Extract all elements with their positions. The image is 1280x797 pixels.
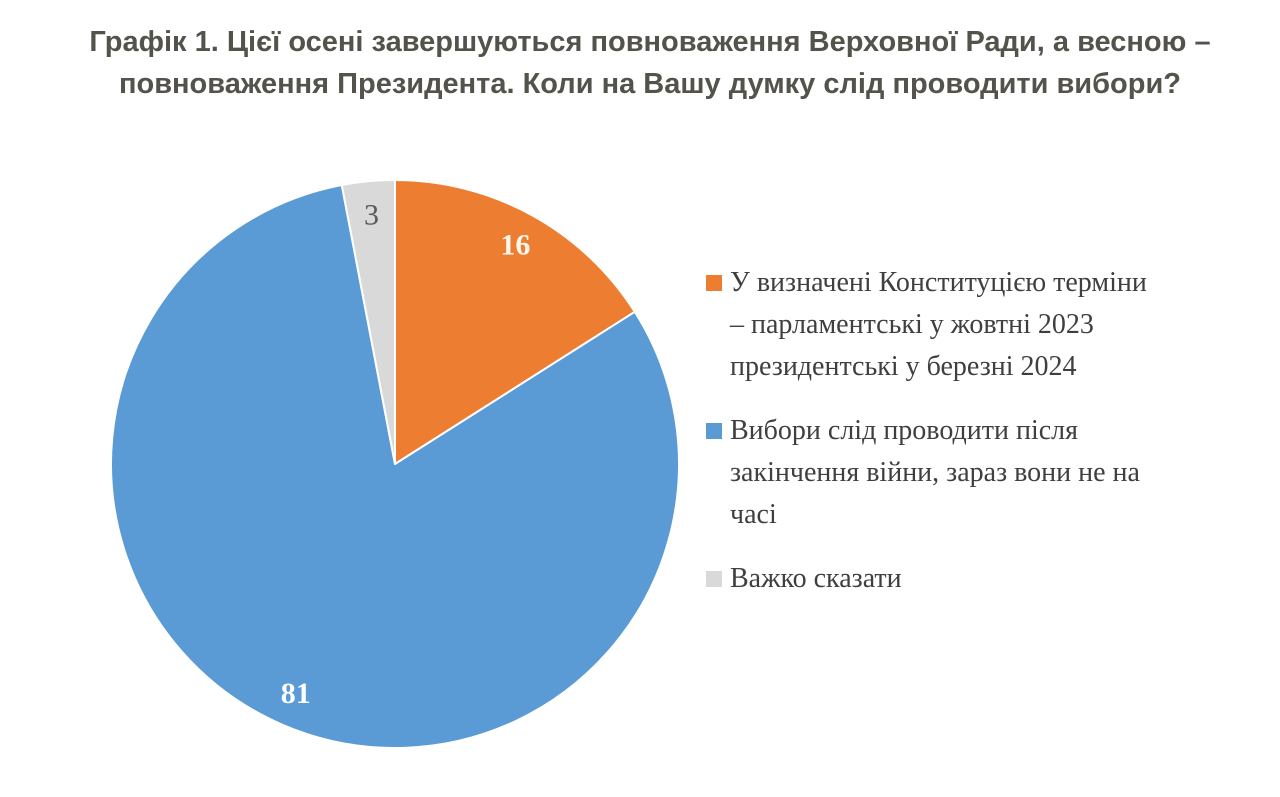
legend-item-constitution-terms: У визначені Конституцією терміни – парла… xyxy=(706,262,1196,388)
pie-chart: 16 81 3 xyxy=(95,164,695,764)
pie-slice-value-label-1: 81 xyxy=(281,677,311,710)
pie-chart-svg: 16 81 3 xyxy=(109,179,680,749)
pie-slice-value-label-2: 3 xyxy=(364,199,379,232)
legend-marker-blue-icon xyxy=(706,423,722,439)
chart-title: Графік 1. Цієї осені завершуються повнов… xyxy=(89,26,1211,100)
pie-slice-2 xyxy=(340,179,396,465)
pie-slice-1 xyxy=(109,184,680,749)
legend-label: У визначені Конституцією терміни – парла… xyxy=(730,267,1147,382)
legend: У визначені Конституцією терміни – парла… xyxy=(706,262,1196,622)
legend-marker-gray-icon xyxy=(706,571,722,587)
legend-label: Вибори слід проводити після закінчення в… xyxy=(730,415,1140,530)
legend-marker-orange-icon xyxy=(706,275,722,291)
legend-label: Важко сказати xyxy=(730,563,902,594)
legend-item-after-war: Вибори слід проводити після закінчення в… xyxy=(706,410,1196,536)
pie-slice-0 xyxy=(394,179,636,465)
pie-slice-value-label-0: 16 xyxy=(500,228,530,261)
legend-item-hard-to-say: Важко сказати xyxy=(706,558,1196,600)
